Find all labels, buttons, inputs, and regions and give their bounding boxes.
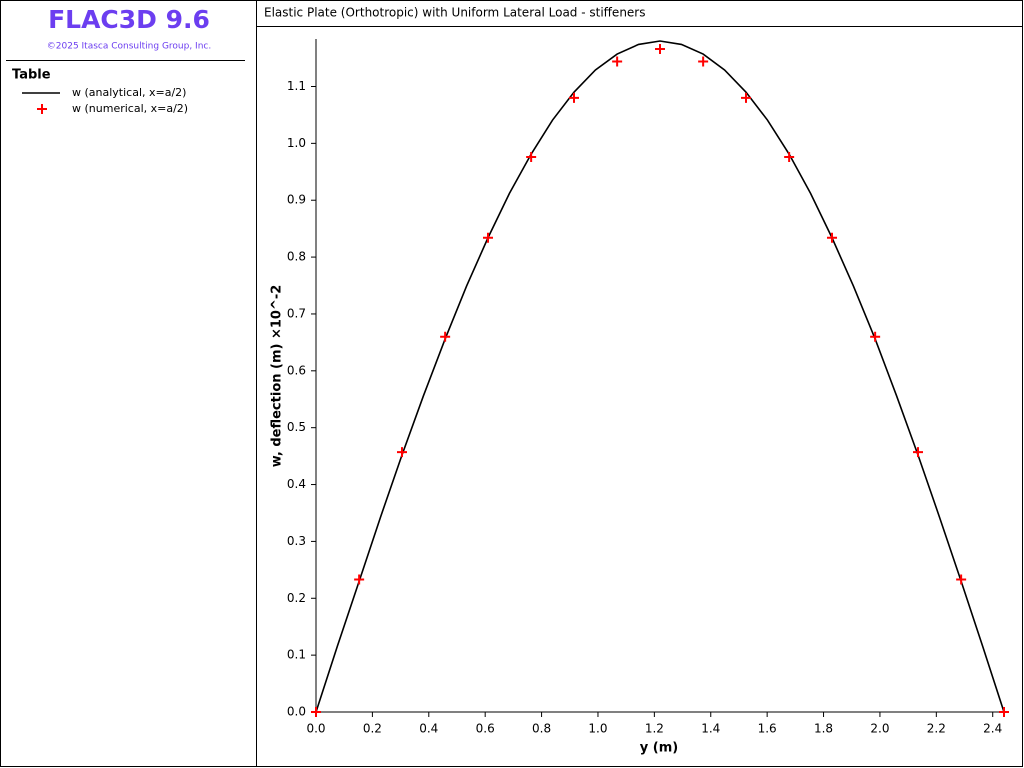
- x-tick-label: 2.4: [983, 722, 1002, 736]
- x-tick-label: 1.4: [701, 722, 720, 736]
- data-marker: [483, 232, 493, 243]
- legend-label: w (analytical, x=a/2): [72, 86, 186, 99]
- legend-label: w (numerical, x=a/2): [72, 102, 188, 115]
- right-panel: [256, 0, 1023, 767]
- data-marker: [870, 331, 881, 342]
- x-tick-label: 0.8: [532, 722, 551, 736]
- data-marker: [655, 43, 665, 54]
- data-marker: [698, 56, 709, 67]
- data-marker: [526, 152, 537, 163]
- x-tick-label: 1.8: [814, 722, 833, 736]
- y-tick-label: 0.1: [287, 648, 306, 662]
- left-panel: [0, 0, 257, 767]
- y-tick-label: 0.5: [287, 420, 306, 434]
- x-tick-label: 1.2: [645, 722, 664, 736]
- y-tick-label: 1.0: [287, 136, 306, 150]
- y-tick-label: 1.1: [287, 79, 306, 93]
- y-tick-label: 0.3: [287, 534, 306, 548]
- x-axis-label: y (m): [640, 741, 678, 756]
- x-tick-label: 1.6: [758, 722, 777, 736]
- panel-heading: Table: [12, 68, 51, 83]
- legend-marker: [37, 104, 47, 114]
- x-tick-label: 0.6: [476, 722, 495, 736]
- data-marker: [440, 331, 451, 342]
- y-tick-label: 0.7: [287, 306, 306, 320]
- data-marker: [784, 152, 795, 163]
- data-marker: [999, 707, 1009, 717]
- y-axis-label: w, deflection (m) ×10^-2: [270, 285, 285, 468]
- data-marker: [741, 92, 751, 103]
- data-marker: [612, 56, 623, 67]
- app-title: FLAC3D 9.6: [48, 5, 210, 34]
- x-tick-label: 0.4: [419, 722, 438, 736]
- x-tick-label: 1.0: [588, 722, 607, 736]
- y-tick-label: 0.2: [287, 591, 306, 605]
- data-marker: [397, 447, 407, 458]
- data-marker: [354, 574, 365, 585]
- y-tick-label: 0.4: [287, 477, 306, 491]
- data-marker: [827, 232, 837, 243]
- data-marker: [569, 92, 579, 103]
- y-tick-label: 0.6: [287, 363, 306, 377]
- data-line: [315, 40, 1005, 713]
- data-marker: [956, 574, 967, 585]
- chart-title: Elastic Plate (Orthotropic) with Uniform…: [264, 6, 646, 20]
- y-tick-label: 0.8: [287, 250, 306, 264]
- y-tick-label: 0.9: [287, 193, 306, 207]
- copyright: ©2025 Itasca Consulting Group, Inc.: [47, 42, 211, 52]
- data-marker: [311, 707, 321, 717]
- data-marker: [913, 447, 923, 458]
- x-tick-label: 0.0: [306, 722, 325, 736]
- x-tick-label: 2.2: [927, 722, 946, 736]
- x-tick-label: 2.0: [870, 722, 889, 736]
- x-tick-label: 0.2: [363, 722, 382, 736]
- y-tick-label: 0.0: [287, 705, 306, 719]
